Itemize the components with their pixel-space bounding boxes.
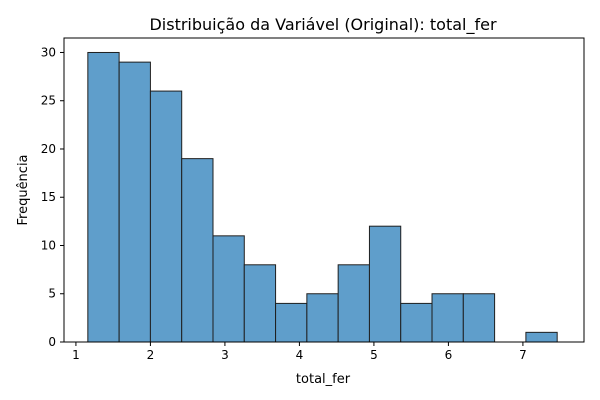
histogram-bar-7 [275, 302, 308, 343]
x-tick-label: 7 [519, 348, 527, 362]
histogram-bar-11 [400, 302, 433, 343]
y-axis-ticks: 0 5 10 15 20 25 30 [41, 45, 64, 349]
histogram-bar-10 [368, 225, 402, 343]
y-axis-label: Frequência [16, 154, 31, 225]
plot-frame [63, 37, 585, 343]
y-tick-label: 20 [41, 142, 56, 156]
histogram-bar-15 [525, 331, 558, 343]
x-tick-label: 6 [445, 348, 453, 362]
histogram-bar-5 [212, 235, 245, 343]
histogram-bar-12 [431, 293, 464, 343]
y-tick-label: 5 [48, 287, 56, 301]
histogram-bar-6 [243, 264, 277, 343]
x-tick-label: 3 [221, 348, 229, 362]
chart-title: Distribuição da Variável (Original): tot… [149, 15, 496, 35]
x-axis-ticks: 1 2 3 4 5 6 7 [72, 342, 527, 362]
y-tick-label: 15 [41, 190, 56, 204]
histogram-bar-4 [181, 158, 214, 343]
histogram-bar-8 [306, 293, 339, 343]
histogram-bar-3 [149, 90, 183, 343]
y-tick-label: 10 [41, 238, 56, 252]
x-axis-label: total_fer [296, 372, 351, 387]
x-tick-label: 5 [370, 348, 378, 362]
y-tick-label: 0 [48, 335, 56, 349]
y-tick-label: 30 [41, 45, 56, 59]
x-tick-label: 2 [147, 348, 155, 362]
histogram-bar-9 [337, 264, 370, 343]
histogram-bar-13 [462, 293, 496, 343]
x-tick-label: 1 [72, 348, 80, 362]
y-tick-label: 25 [41, 94, 56, 108]
bars-group [87, 51, 558, 343]
x-tick-label: 4 [296, 348, 304, 362]
histogram-bar-2 [118, 61, 151, 343]
histogram-bar-1 [87, 51, 120, 343]
